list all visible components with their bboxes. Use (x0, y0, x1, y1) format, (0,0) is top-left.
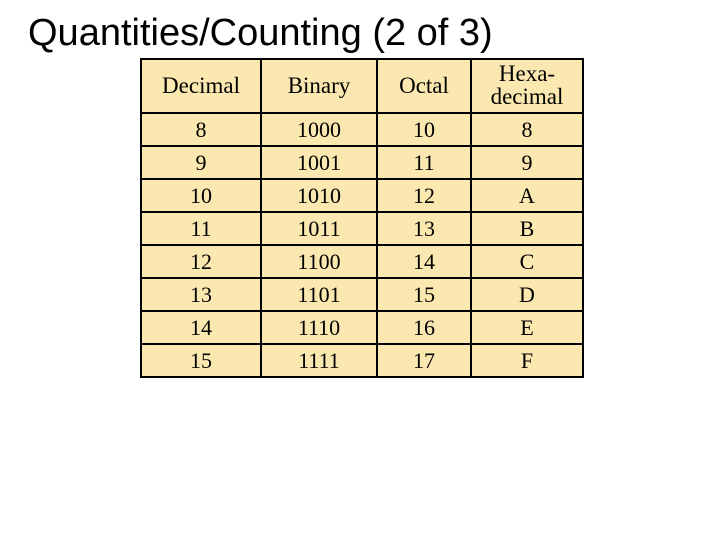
table-row: 10 1010 12 A (141, 179, 583, 212)
cell-decimal: 15 (141, 344, 261, 377)
col-header-hex-line2: decimal (491, 84, 564, 109)
cell-octal: 12 (377, 179, 471, 212)
cell-binary: 1001 (261, 146, 377, 179)
cell-octal: 11 (377, 146, 471, 179)
table-row: 13 1101 15 D (141, 278, 583, 311)
cell-octal: 14 (377, 245, 471, 278)
table-row: 8 1000 10 8 (141, 113, 583, 146)
table-header-row: Decimal Binary Octal Hexa- decimal (141, 59, 583, 113)
table-body: 8 1000 10 8 9 1001 11 9 10 1010 12 A (141, 113, 583, 378)
col-header-decimal: Decimal (141, 59, 261, 113)
cell-binary: 1110 (261, 311, 377, 344)
cell-decimal: 10 (141, 179, 261, 212)
counting-table: Decimal Binary Octal Hexa- decimal 8 100… (140, 58, 584, 379)
slide-title: Quantities/Counting (2 of 3) (28, 12, 692, 56)
col-header-hex-line1: Hexa- (499, 61, 555, 86)
col-header-hex: Hexa- decimal (471, 59, 583, 113)
col-header-binary: Binary (261, 59, 377, 113)
table-row: 14 1110 16 E (141, 311, 583, 344)
cell-decimal: 13 (141, 278, 261, 311)
col-header-octal: Octal (377, 59, 471, 113)
cell-binary: 1000 (261, 113, 377, 146)
cell-binary: 1100 (261, 245, 377, 278)
cell-binary: 1010 (261, 179, 377, 212)
cell-octal: 16 (377, 311, 471, 344)
cell-decimal: 12 (141, 245, 261, 278)
cell-octal: 15 (377, 278, 471, 311)
cell-hex: B (471, 212, 583, 245)
table-row: 15 1111 17 F (141, 344, 583, 377)
cell-decimal: 11 (141, 212, 261, 245)
table-row: 12 1100 14 C (141, 245, 583, 278)
cell-decimal: 8 (141, 113, 261, 146)
cell-hex: 9 (471, 146, 583, 179)
cell-binary: 1111 (261, 344, 377, 377)
cell-decimal: 9 (141, 146, 261, 179)
table-row: 11 1011 13 B (141, 212, 583, 245)
cell-binary: 1011 (261, 212, 377, 245)
cell-octal: 17 (377, 344, 471, 377)
cell-decimal: 14 (141, 311, 261, 344)
cell-octal: 10 (377, 113, 471, 146)
cell-hex: A (471, 179, 583, 212)
cell-hex: E (471, 311, 583, 344)
cell-octal: 13 (377, 212, 471, 245)
cell-binary: 1101 (261, 278, 377, 311)
cell-hex: F (471, 344, 583, 377)
cell-hex: C (471, 245, 583, 278)
cell-hex: D (471, 278, 583, 311)
cell-hex: 8 (471, 113, 583, 146)
table-row: 9 1001 11 9 (141, 146, 583, 179)
